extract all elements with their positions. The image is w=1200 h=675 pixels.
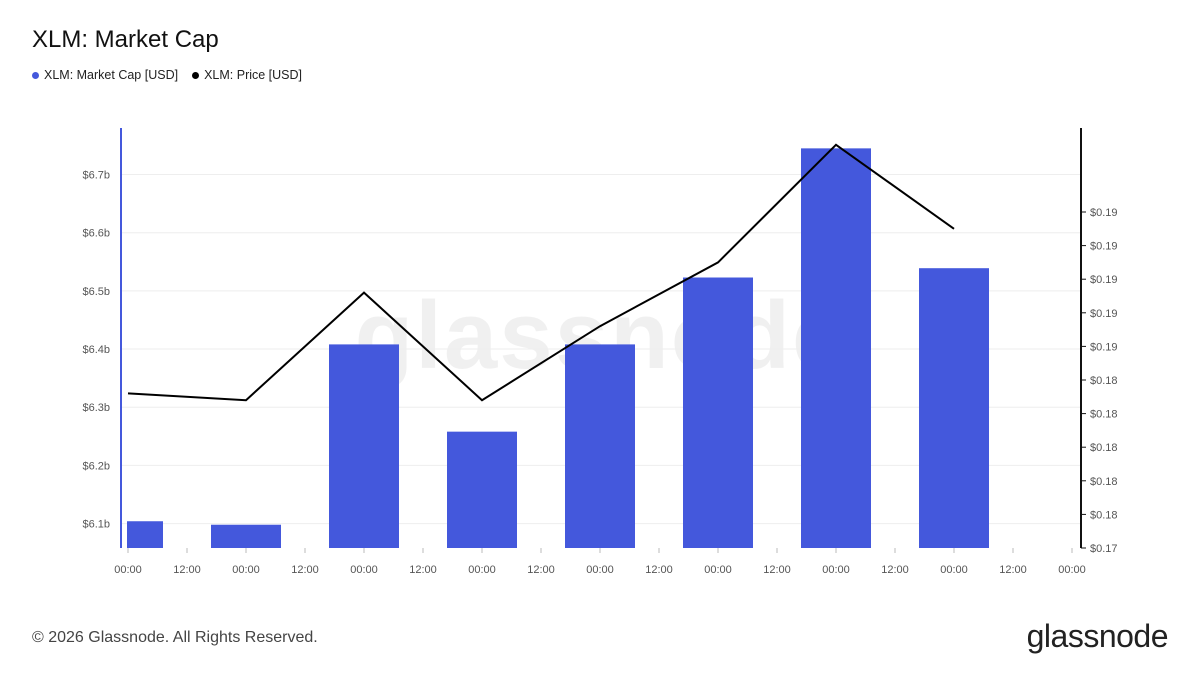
x-tick-label: 12:00 — [173, 564, 201, 576]
chart-title: XLM: Market Cap — [32, 26, 219, 53]
market-cap-bar — [127, 521, 163, 548]
x-tick-label: 00:00 — [822, 564, 850, 576]
x-tick-label: 12:00 — [527, 564, 555, 576]
x-tick-label: 00:00 — [940, 564, 968, 576]
market-cap-bar — [329, 344, 399, 548]
legend-dot-price — [192, 71, 200, 79]
x-tick-label: 00:00 — [232, 564, 260, 576]
y-right-tick-label: $0.18 — [1090, 375, 1118, 387]
y-right-tick-label: $0.19 — [1090, 241, 1118, 253]
x-tick-label: 12:00 — [409, 564, 437, 576]
x-tick-label: 00:00 — [468, 564, 496, 576]
copyright-text: © 2026 Glassnode. All Rights Reserved. — [32, 629, 318, 646]
x-tick-label: 12:00 — [881, 564, 909, 576]
x-tick-label: 00:00 — [114, 564, 142, 576]
y-right-tick-label: $0.19 — [1090, 274, 1118, 286]
y-right-tick-label: $0.17 — [1090, 543, 1118, 555]
y-right-tick-label: $0.18 — [1090, 509, 1118, 521]
y-left-tick-label: $6.4b — [82, 344, 110, 356]
market-cap-bar — [211, 524, 281, 548]
legend-label-market-cap: XLM: Market Cap [USD] — [44, 68, 179, 82]
legend-item-market-cap[interactable]: XLM: Market Cap [USD] — [32, 68, 178, 82]
x-tick-label: 00:00 — [350, 564, 378, 576]
market-cap-bar — [565, 344, 635, 548]
legend: XLM: Market Cap [USD] XLM: Price [USD] — [32, 68, 302, 82]
y-right-tick-label: $0.19 — [1090, 308, 1118, 320]
y-right-tick-label: $0.19 — [1090, 207, 1118, 219]
y-left-tick-label: $6.7b — [82, 170, 110, 182]
y-left-tick-label: $6.6b — [82, 228, 110, 240]
x-tick-label: 00:00 — [586, 564, 614, 576]
x-tick-label: 00:00 — [1058, 564, 1086, 576]
y-left-tick-label: $6.1b — [82, 519, 110, 531]
x-tick-label: 00:00 — [704, 564, 732, 576]
market-cap-bar — [683, 277, 753, 548]
market-cap-bar — [919, 268, 989, 548]
y-left-tick-label: $6.5b — [82, 286, 110, 298]
y-right-tick-label: $0.18 — [1090, 476, 1118, 488]
y-right-tick-label: $0.19 — [1090, 341, 1118, 353]
x-tick-label: 12:00 — [999, 564, 1027, 576]
y-right-tick-label: $0.18 — [1090, 409, 1118, 421]
market-cap-bar — [801, 148, 871, 548]
x-tick-label: 12:00 — [645, 564, 673, 576]
glassnode-logo: glassnode — [1026, 618, 1169, 654]
y-right-tick-label: $0.18 — [1090, 442, 1118, 454]
market-cap-bar — [447, 431, 517, 548]
y-left-tick-label: $6.3b — [82, 402, 110, 414]
legend-label-price: XLM: Price [USD] — [204, 68, 303, 82]
y-left-tick-label: $6.2b — [82, 460, 110, 472]
legend-dot-market-cap — [32, 71, 39, 79]
legend-item-price[interactable]: XLM: Price [USD] — [192, 68, 302, 82]
x-tick-label: 12:00 — [291, 564, 319, 576]
x-tick-label: 12:00 — [763, 564, 791, 576]
price-line — [127, 143, 955, 402]
